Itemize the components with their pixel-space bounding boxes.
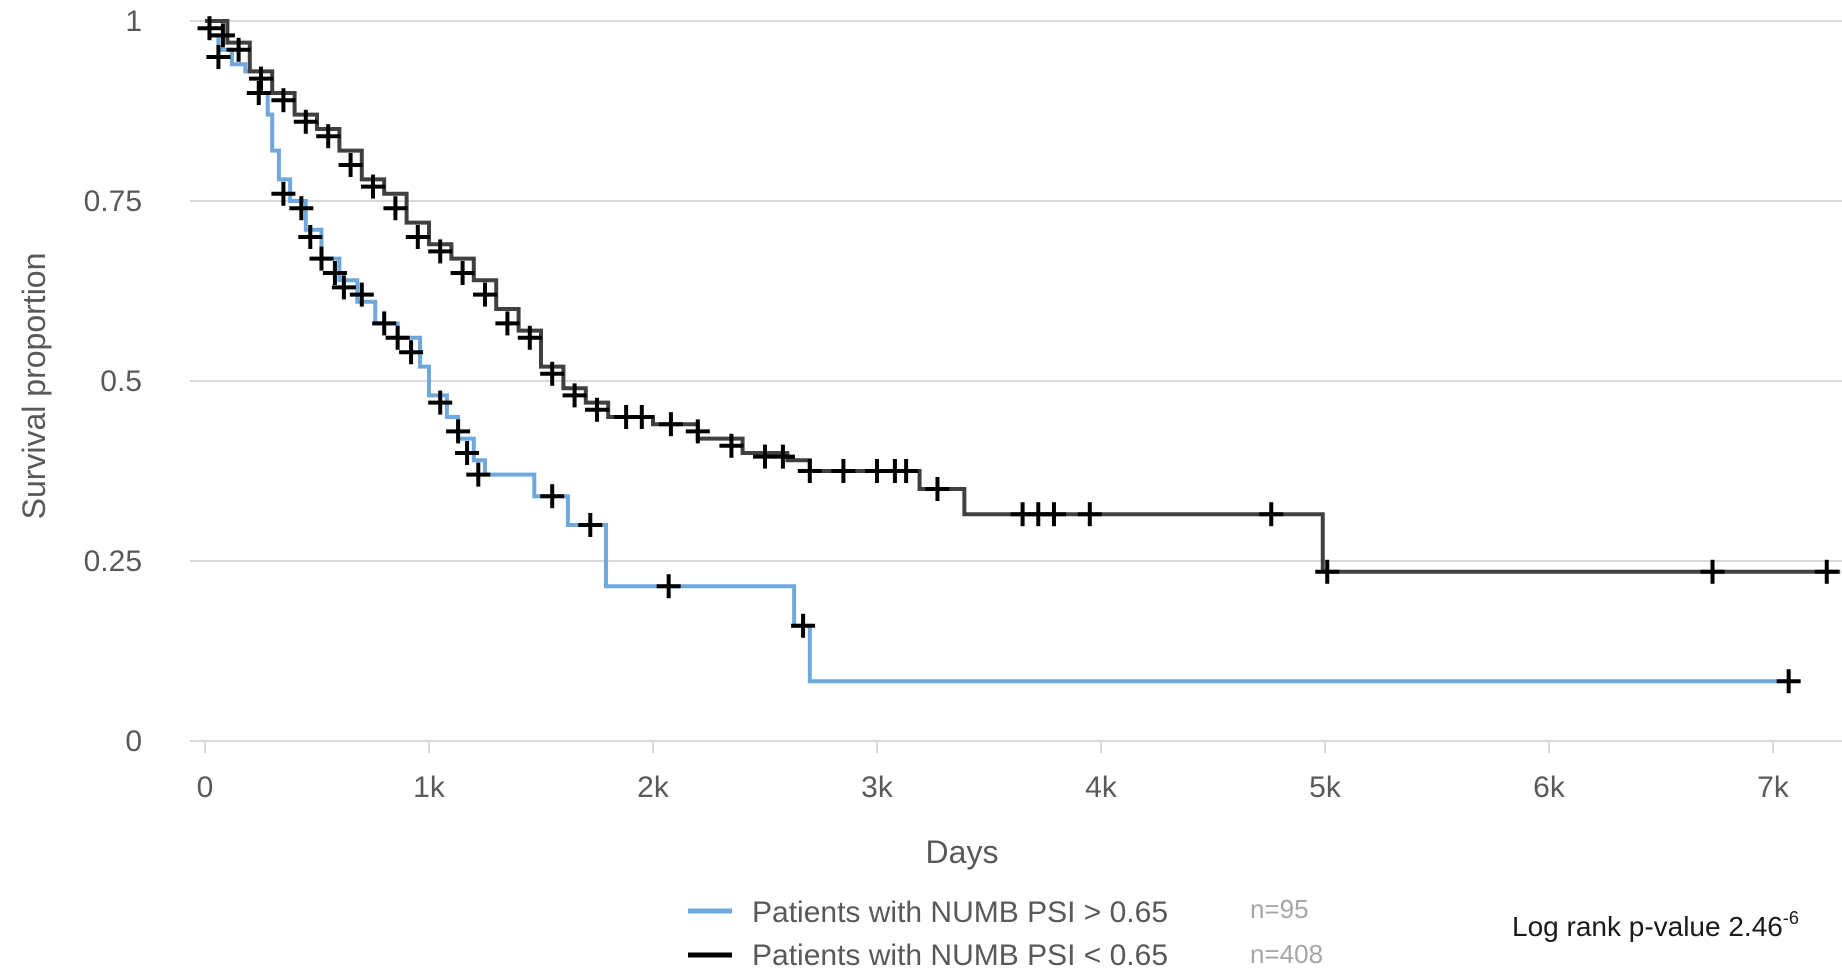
censor-mark-low-psi (1077, 502, 1102, 527)
censor-mark-low-psi (562, 383, 587, 408)
censor-mark-high-psi (446, 419, 471, 444)
x-axis-ticks: 0 1k 2k 3k 4k 5k 6k 7k (197, 741, 1790, 804)
censor-mark-high-psi (331, 275, 356, 300)
series-lines (205, 19, 1841, 684)
censor-mark-low-psi (685, 419, 710, 444)
legend-n-low-psi: n=408 (1250, 939, 1323, 969)
censor-mark-low-psi (428, 239, 453, 264)
censor-mark-low-psi (658, 412, 683, 437)
censor-mark-high-psi (206, 45, 231, 69)
y-tick-label: 0.25 (84, 545, 142, 578)
censor-mark-low-psi (585, 397, 609, 422)
censor-mark-high-psi (656, 574, 681, 599)
censor-mark-low-psi (361, 174, 385, 199)
legend-item-low-psi: Patients with NUMB PSI < 0.65 n=408 (688, 939, 1323, 972)
censor-mark-low-psi (1041, 502, 1066, 527)
x-tick-label: 7k (1757, 771, 1790, 804)
y-axis-title: Survival proportion (16, 253, 52, 520)
censor-mark-high-psi (428, 390, 453, 415)
censor-mark-high-psi (271, 181, 296, 206)
x-tick-label: 4k (1085, 771, 1118, 804)
gridlines (190, 20, 1842, 562)
censor-mark-high-psi (289, 196, 314, 221)
y-tick-label: 1 (125, 5, 142, 38)
survival-line-low-psi (205, 19, 1841, 574)
censor-mark-low-psi (271, 88, 296, 113)
legend-label-high-psi: Patients with NUMB PSI > 0.65 (752, 896, 1168, 929)
censor-mark-high-psi (540, 484, 565, 509)
censor-mark-high-psi (399, 340, 424, 365)
censor-mark-low-psi (719, 433, 744, 458)
censor-mark-low-psi (473, 282, 497, 307)
x-tick-label: 5k (1309, 771, 1342, 804)
x-tick-label: 3k (861, 771, 894, 804)
y-tick-label: 0.75 (84, 185, 142, 218)
censor-mark-high-psi (385, 325, 410, 350)
legend-label-low-psi: Patients with NUMB PSI < 0.65 (752, 939, 1168, 972)
censor-mark-high-psi (246, 81, 271, 105)
censor-mark-low-psi (249, 66, 273, 91)
censor-mark-low-psi (517, 325, 542, 350)
legend-n-high-psi: n=95 (1250, 894, 1309, 924)
censor-mark-low-psi (925, 477, 950, 501)
censor-mark-high-psi (349, 282, 374, 307)
censor-mark-low-psi (316, 124, 341, 149)
x-tick-label: 1k (413, 771, 446, 804)
x-axis-title: Days (926, 834, 999, 870)
x-tick-label: 6k (1533, 771, 1566, 804)
censor-mark-low-psi (1814, 559, 1839, 584)
censor-marks (197, 16, 1839, 694)
x-tick-label: 0 (197, 771, 214, 804)
censor-mark-low-psi (405, 225, 430, 249)
censor-mark-low-psi (495, 311, 520, 336)
censor-mark-low-psi (1700, 559, 1725, 584)
censor-mark-low-psi (770, 444, 795, 469)
censor-mark-low-psi (226, 37, 251, 62)
censor-mark-high-psi (578, 513, 603, 537)
censor-mark-high-psi (372, 311, 397, 336)
y-tick-label: 0 (125, 725, 142, 758)
logrank-pvalue-exponent: -6 (1783, 908, 1799, 928)
censor-mark-low-psi (540, 361, 565, 386)
censor-mark-high-psi (298, 225, 323, 249)
censor-mark-low-psi (338, 153, 363, 177)
censor-mark-high-psi (791, 613, 816, 638)
censor-mark-low-psi (894, 459, 919, 483)
censor-mark-low-psi (210, 23, 235, 48)
legend: Patients with NUMB PSI > 0.65 n=95 Patie… (688, 894, 1323, 972)
censor-mark-low-psi (450, 261, 475, 285)
censor-mark-low-psi (831, 459, 856, 483)
censor-mark-low-psi (197, 16, 222, 41)
x-tick-label: 2k (637, 771, 670, 804)
censor-mark-low-psi (1315, 559, 1340, 584)
censor-mark-high-psi (1776, 669, 1801, 694)
censor-mark-high-psi (309, 246, 334, 271)
censor-mark-low-psi (1259, 502, 1284, 527)
censor-mark-high-psi (455, 441, 480, 465)
censor-mark-low-psi (383, 196, 408, 221)
censor-mark-low-psi (797, 459, 822, 483)
censor-mark-high-psi (322, 261, 347, 285)
legend-item-high-psi: Patients with NUMB PSI > 0.65 n=95 (688, 894, 1309, 929)
logrank-pvalue-text: Log rank p-value 2.46 (1512, 911, 1783, 942)
censor-mark-low-psi (293, 109, 318, 134)
y-tick-label: 0.5 (100, 365, 142, 398)
censor-mark-low-psi (629, 405, 654, 429)
y-axis-ticks: 0 0.25 0.5 0.75 1 (84, 5, 142, 758)
survival-line-high-psi (205, 19, 1789, 684)
censor-mark-high-psi (466, 462, 491, 487)
logrank-pvalue: Log rank p-value 2.46-6 (1512, 908, 1799, 942)
